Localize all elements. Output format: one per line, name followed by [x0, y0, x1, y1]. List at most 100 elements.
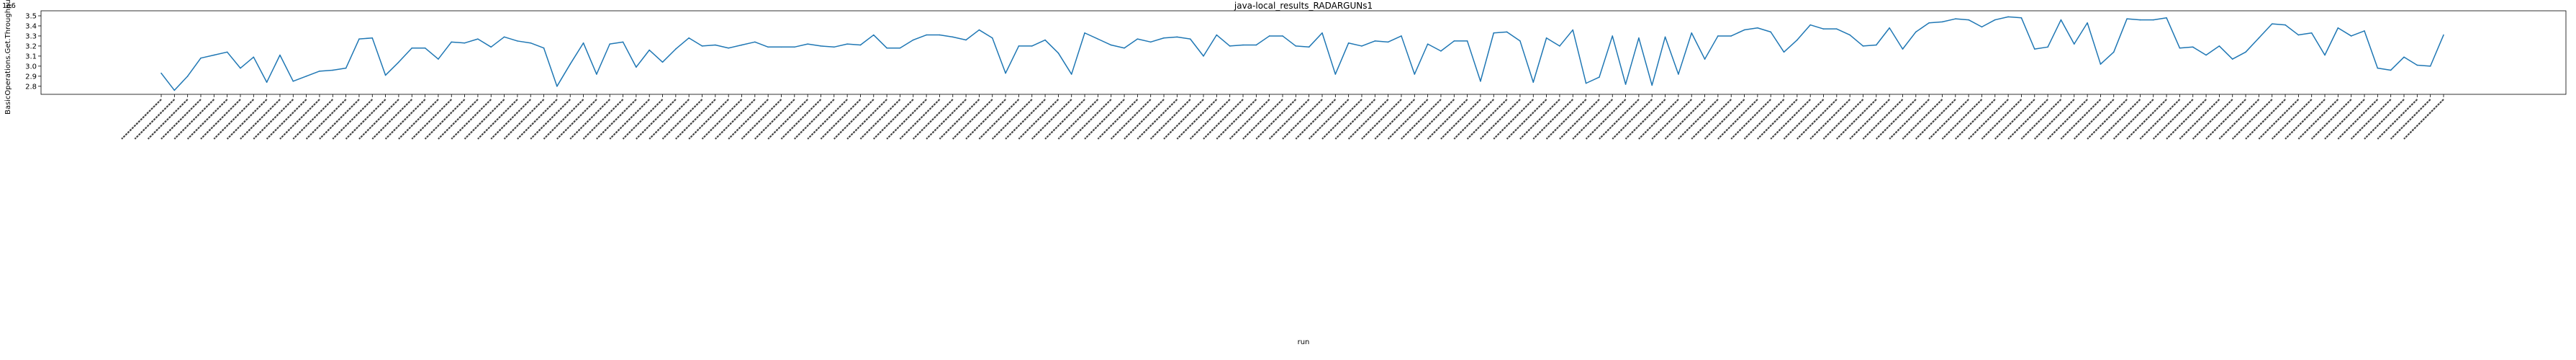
- x-tick-label: [200, 99, 241, 140]
- x-tick-label: [952, 99, 993, 140]
- data-point: [2258, 37, 2260, 39]
- data-point: [596, 73, 597, 75]
- data-point: [780, 46, 782, 48]
- data-point: [2087, 22, 2088, 24]
- x-tick-label: [1163, 99, 1204, 140]
- data-point: [1572, 29, 1574, 31]
- x-tick-label: [186, 99, 228, 140]
- data-point: [2390, 69, 2392, 71]
- x-tick-label: [965, 99, 1006, 140]
- data-point: [1427, 43, 1429, 45]
- x-tick-label: [1797, 99, 1838, 140]
- data-point: [543, 47, 545, 49]
- x-tick-label: [1599, 99, 1640, 140]
- x-tick-label: [2297, 99, 2339, 140]
- x-tick-label: [582, 99, 624, 140]
- x-tick-label: [780, 99, 822, 140]
- data-point: [2416, 64, 2418, 66]
- x-tick-label: [609, 99, 650, 140]
- data-point: [2152, 19, 2154, 21]
- data-point: [1519, 40, 1521, 42]
- data-point: [767, 46, 769, 48]
- x-tick-label: [728, 99, 769, 140]
- data-point: [859, 44, 862, 46]
- data-point: [1282, 35, 1283, 37]
- data-point: [2218, 45, 2220, 47]
- data-point: [2060, 19, 2062, 21]
- x-tick-label: [1189, 99, 1231, 140]
- data-point: [438, 58, 439, 60]
- x-tick-label: [1282, 99, 1323, 140]
- x-tick-label: [1717, 99, 1758, 140]
- x-tick-label: [926, 99, 967, 140]
- data-point: [899, 47, 901, 49]
- x-tick-label: [2100, 99, 2141, 140]
- data-point: [675, 48, 677, 50]
- x-tick-label: [1255, 99, 1297, 140]
- data-point: [1743, 29, 1745, 31]
- data-point: [464, 42, 466, 44]
- data-point: [1638, 37, 1640, 39]
- x-tick-label: [1638, 99, 1679, 140]
- x-tick-label: [1704, 99, 1745, 140]
- x-tick-label: [2060, 99, 2102, 140]
- x-tick-label: [569, 99, 610, 140]
- data-point: [319, 71, 320, 72]
- data-point: [661, 61, 664, 63]
- x-tick-label: [464, 99, 505, 140]
- x-tick-label: [240, 99, 281, 140]
- data-point: [1124, 47, 1125, 49]
- data-point: [1876, 44, 1877, 46]
- data-point: [1941, 21, 1943, 23]
- data-point: [1532, 81, 1535, 84]
- x-tick-label: [332, 99, 374, 140]
- x-tick-label: [1321, 99, 1362, 140]
- y-axis-ticks: 2.8 2.9 3.0 3.1 3.2 3.3 3.4 3.5: [25, 12, 41, 91]
- x-tick-label: [477, 99, 518, 140]
- data-point: [2047, 46, 2048, 48]
- x-tick-label: [2179, 99, 2220, 140]
- plot-area-frame: [40, 10, 2567, 95]
- data-point: [1031, 45, 1033, 47]
- x-tick-label: [2350, 99, 2392, 140]
- data-point: [1084, 32, 1085, 34]
- data-point: [1889, 27, 1890, 29]
- data-point: [2364, 30, 2365, 32]
- x-tick-label: [1136, 99, 1178, 140]
- x-tick-label: [1730, 99, 1771, 140]
- x-tick-label: [2271, 99, 2313, 140]
- data-point: [807, 43, 808, 45]
- x-tick-label: [1308, 99, 1350, 140]
- x-tick-label: [2205, 99, 2246, 140]
- data-point: [872, 34, 875, 36]
- data-point: [1849, 34, 1850, 36]
- x-tick-label: [2245, 99, 2286, 140]
- x-tick-label: [1876, 99, 1917, 140]
- x-tick-label: [1612, 99, 1653, 140]
- x-tick-label: [1401, 99, 1442, 140]
- data-point: [173, 89, 176, 91]
- x-tick-label: [978, 99, 1020, 140]
- data-point: [833, 46, 835, 48]
- series-line: [161, 16, 2444, 91]
- x-tick-label: [715, 99, 756, 140]
- data-point: [1915, 31, 1917, 33]
- x-tick-label: [912, 99, 954, 140]
- data-point: [1506, 31, 1508, 33]
- x-tick-label: [2007, 99, 2048, 140]
- data-point: [978, 29, 980, 31]
- x-tick-label: [939, 99, 980, 140]
- data-point: [2297, 34, 2300, 36]
- x-tick-label: [1862, 99, 1904, 140]
- data-point: [2192, 46, 2194, 48]
- data-point: [2245, 51, 2246, 53]
- x-tick-label: [2310, 99, 2352, 140]
- x-tick-label: [2390, 99, 2431, 140]
- x-tick-label: [2152, 99, 2194, 140]
- x-tick-label: [517, 99, 558, 140]
- data-point: [1466, 40, 1468, 42]
- x-tick-label: [1955, 99, 1996, 140]
- data-point: [1149, 41, 1152, 43]
- x-tick-label: [2218, 99, 2260, 140]
- data-point: [2310, 32, 2313, 34]
